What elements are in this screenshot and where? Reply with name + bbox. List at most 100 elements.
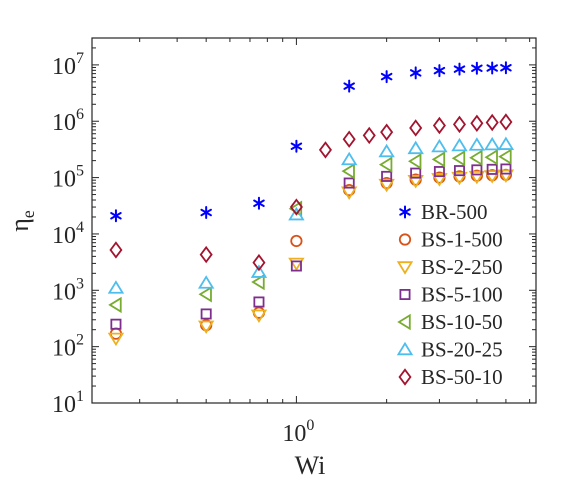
data-point [433,166,445,178]
data-point [381,170,393,182]
data-point [432,116,446,135]
data-point [253,196,265,210]
legend-marker [398,233,412,246]
data-point [197,320,215,334]
data-point [198,286,212,303]
data-point [380,70,393,84]
legend-marker [399,288,411,300]
data-point [252,253,266,272]
data-point [431,138,448,153]
data-point [433,64,446,78]
data-point [253,296,265,308]
data-point [200,308,212,320]
data-point [452,115,467,134]
data-point [110,318,122,330]
data-point [110,209,122,223]
data-point [468,170,486,185]
legend-marker [399,205,411,219]
legend-label: BS-1-500 [421,228,503,252]
legend-marker [397,313,411,331]
data-point [341,162,355,180]
tick-labels: 101 102 103 104 105 106 107 100 [52,50,314,447]
data-point [107,332,125,347]
data-point [469,149,483,166]
data-point [486,163,498,175]
data-point [470,114,484,132]
data-point [343,79,355,93]
data-point [410,167,422,179]
data-point [471,164,483,176]
data-point [318,141,332,159]
data-point [451,150,466,167]
legend-label: BS-10-50 [421,310,503,334]
data-point [486,61,498,75]
y-tick-label: 107 [52,50,84,80]
legend-label: BS-2-250 [421,255,503,279]
data-point [484,149,498,166]
data-point [451,171,468,186]
legend-label: BS-50-10 [421,365,503,389]
axis-ticks [92,37,536,404]
legend-label: BS-5-100 [421,283,503,307]
data-point [107,280,125,294]
data-point [362,126,376,145]
data-point [288,206,305,221]
y-tick-label: 103 [52,275,84,305]
data-point [431,173,448,187]
data-point [453,62,466,76]
legend: BR-500 BS-1-500 BS-2-250 BS-5-100 BS-10-50 BS… [396,200,503,389]
data-point [483,136,501,151]
data-point [485,113,499,132]
data-point [199,245,213,264]
data-point [497,169,515,183]
legend-label: BS-20-25 [421,338,503,362]
data-point [200,206,212,220]
data-point [407,140,424,155]
series-br-500 [110,61,512,223]
series-bs-10-50 [108,148,512,314]
data-point [409,119,423,137]
x-axis-label: Wi [295,451,326,480]
y-axis-label: ηe [5,210,38,232]
data-point [498,148,512,165]
data-point [290,139,303,153]
data-point [407,153,422,170]
data-point [250,309,268,324]
data-point [288,257,305,272]
data-point [453,165,465,177]
data-point [500,163,512,175]
legend-marker [396,341,414,356]
series-bs-2-250 [107,169,515,347]
data-point [340,151,358,166]
data-point [468,137,486,151]
data-markers [107,61,515,347]
data-point [409,66,422,80]
data-point [378,156,393,173]
data-point [451,137,468,152]
data-point [290,234,303,248]
data-point [431,151,446,168]
y-tick-label: 106 [52,106,84,136]
data-point [197,275,215,289]
data-point [343,177,355,189]
y-tick-label: 101 [52,388,84,418]
data-point [499,113,513,131]
data-point [483,170,501,184]
data-point [380,123,394,141]
legend-marker [398,368,412,386]
data-point [342,130,356,148]
series-bs-5-100 [110,163,512,330]
data-point [407,175,424,189]
x-tick-label: 100 [282,417,314,447]
data-point [378,143,395,158]
data-point [289,198,303,216]
data-point [290,260,302,272]
y-tick-label: 102 [52,332,84,362]
legend-label: BR-500 [421,200,488,224]
data-point [108,296,122,314]
plot-area [91,37,537,404]
series-bs-20-25 [107,136,515,294]
data-point [471,61,483,75]
data-point [109,241,123,259]
